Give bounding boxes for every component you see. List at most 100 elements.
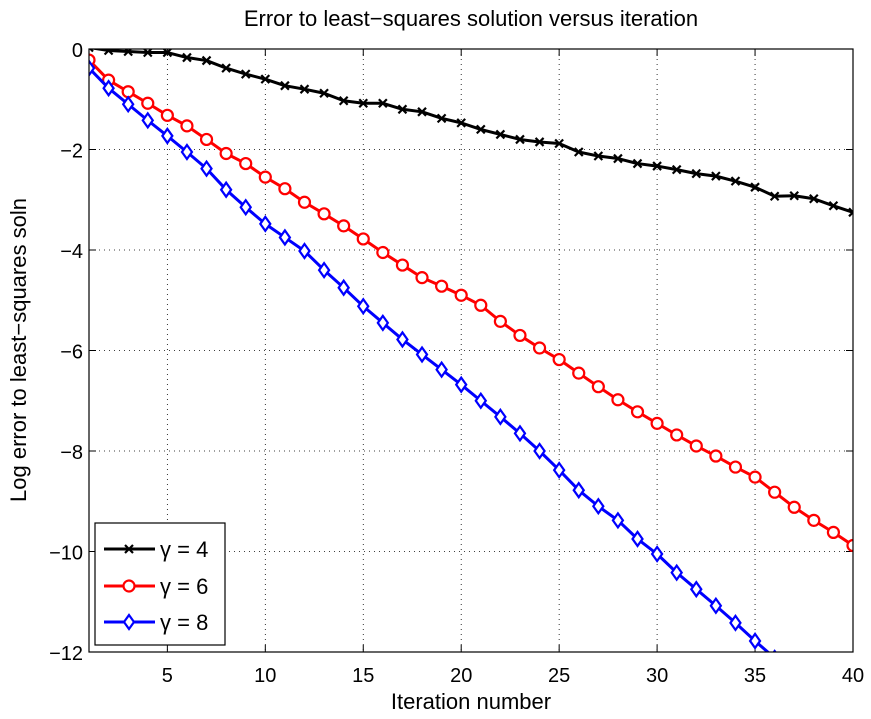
data-point (828, 201, 839, 211)
data-point (258, 170, 272, 184)
data-point (670, 428, 684, 442)
data-point (376, 245, 390, 260)
y-tick-label: −10 (49, 543, 83, 565)
data-point (554, 138, 564, 149)
series-gamma-6 (89, 53, 853, 553)
data-point (141, 111, 155, 130)
data-point (239, 198, 253, 217)
x-tick-label: 35 (744, 665, 766, 687)
data-point (436, 113, 447, 124)
y-axis-label: Log error to least−squares soln (6, 198, 31, 502)
data-point (317, 207, 331, 221)
data-point (454, 288, 468, 302)
data-point (356, 297, 370, 316)
data-point (787, 500, 801, 514)
data-point (650, 545, 664, 563)
x-tick-label: 10 (254, 665, 276, 687)
legend-label-gamma-6: γ = 6 (160, 574, 208, 599)
data-point (826, 525, 841, 540)
data-point (532, 341, 547, 355)
x-tick-label: 15 (352, 665, 374, 687)
data-point (199, 132, 214, 147)
data-point (572, 481, 586, 500)
data-point (476, 124, 486, 135)
data-point (89, 49, 94, 53)
data-point (454, 375, 468, 394)
data-point (630, 405, 645, 419)
data-point (846, 538, 853, 553)
data-point (102, 79, 115, 98)
data-point (711, 171, 721, 181)
data-point (652, 161, 662, 171)
data-point (456, 118, 466, 128)
data-point (689, 580, 703, 599)
data-point (533, 442, 546, 460)
data-point (182, 52, 192, 63)
data-point (494, 407, 507, 426)
data-point (260, 74, 271, 84)
legend-marker-gamma-6 (122, 579, 136, 593)
data-point (748, 632, 762, 650)
x-tick-label: 20 (450, 665, 472, 687)
data-point (258, 214, 272, 233)
data-point (161, 127, 174, 145)
data-point (337, 278, 351, 297)
data-point (278, 228, 292, 247)
data-point (513, 328, 527, 343)
y-tick-label: −2 (60, 141, 83, 163)
data-point (515, 134, 525, 145)
y-tick-label: −6 (60, 342, 83, 364)
data-point (376, 313, 390, 332)
data-point (474, 298, 488, 312)
data-point (552, 461, 566, 479)
data-point (160, 108, 174, 122)
data-point (89, 59, 96, 77)
data-point (709, 596, 723, 615)
plot-frame (88, 48, 854, 653)
data-point (397, 104, 408, 115)
data-point (378, 98, 388, 109)
series-line (89, 49, 853, 214)
legend-entry-gamma-6: γ = 6 (104, 574, 208, 599)
data-point (162, 49, 173, 58)
data-point (123, 49, 133, 57)
data-point (591, 497, 605, 516)
data-point (358, 98, 369, 109)
data-point (552, 352, 566, 367)
data-point (474, 391, 488, 410)
tick-labels: 5 10 15 20 25 30 35 40 0 −2 −4 −6 −8 −10 −12 (49, 40, 864, 687)
data-point (219, 180, 233, 199)
x-tick-label: 40 (842, 665, 864, 687)
data-point (768, 485, 782, 499)
legend-marker-symbol (122, 579, 136, 593)
data-point (613, 153, 623, 164)
legend-entry-gamma-4: γ = 4 (104, 537, 208, 562)
data-point (435, 360, 448, 379)
data-point (591, 380, 605, 394)
data-point (572, 366, 586, 380)
data-point (809, 193, 819, 204)
x-tick-label: 5 (162, 665, 173, 687)
data-point (142, 49, 153, 58)
data-point (298, 242, 311, 260)
data-point (730, 176, 741, 186)
data-point (848, 207, 853, 218)
y-tick-label: −8 (60, 442, 83, 464)
legend: γ = 4 γ = 6 γ = 8 (94, 522, 226, 646)
data-point (807, 513, 821, 527)
data-point (396, 330, 409, 349)
data-point (219, 146, 233, 161)
data-point (670, 563, 684, 582)
x-tick-label: 25 (548, 665, 570, 687)
data-point (299, 84, 310, 94)
data-point (691, 168, 702, 179)
chart-title: Error to least−squares solution versus i… (244, 6, 698, 31)
series-layer (89, 49, 853, 652)
data-point (631, 530, 644, 548)
legend-marker-symbol (122, 613, 136, 631)
data-point (200, 159, 213, 178)
data-point (180, 143, 194, 161)
data-point (435, 279, 449, 293)
data-point (415, 345, 429, 364)
y-tick-label: 0 (72, 40, 83, 62)
